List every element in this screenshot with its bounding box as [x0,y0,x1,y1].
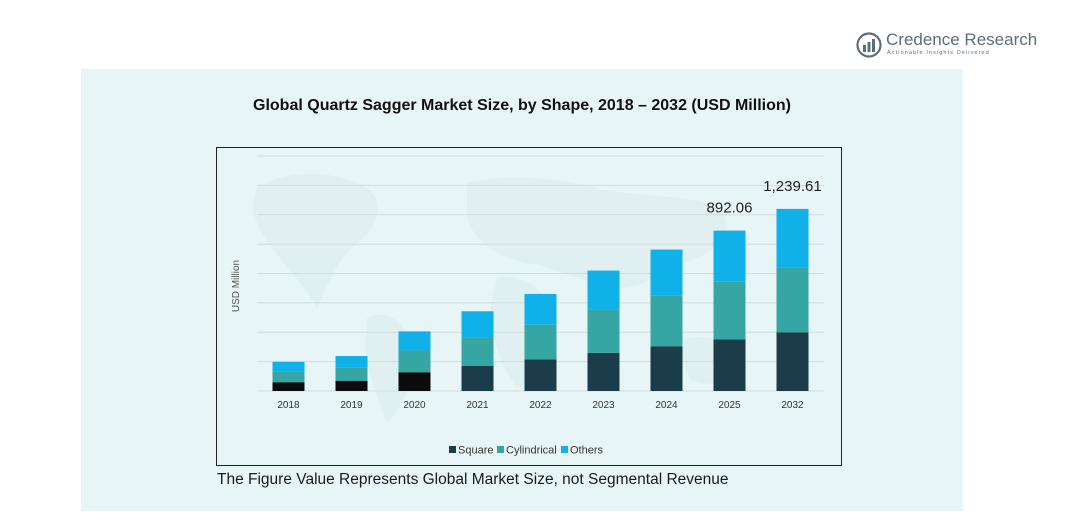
bar-cylindrical-2023 [587,309,620,353]
chart-canvas: 892.061,239.61 2018 2019 2020 2021 2022 2023 2… [231,155,824,457]
footnote: The Figure Value Represents Global Marke… [217,471,729,488]
bar-cylindrical-2019 [335,367,368,381]
bar-cylindrical-2018 [272,371,305,383]
data-label-2032: 1,239.61 [763,178,821,195]
x-tick-2024: 2024 [655,400,678,411]
bar-others-2020 [398,331,431,351]
bar-cylindrical-2020 [398,350,431,373]
x-tick-2019: 2019 [340,400,363,411]
data-labels: 892.06 1,239.61 [707,178,822,217]
x-tick-2025: 2025 [718,400,741,411]
data-label-2025: 892.06 [707,200,753,217]
legend-label-cylindrical: Cylindrical [506,445,557,457]
legend-swatch-cylindrical [497,446,504,453]
bar-square-2021 [461,365,494,391]
bar-others-2025 [713,230,746,282]
y-axis-label: USD Million [231,260,242,312]
bar-others-2024 [650,249,683,296]
bar-cylindrical-2024 [650,295,683,347]
bar-square-2032 [776,332,809,391]
legend-swatch-square [449,446,456,453]
bar-square-2022 [524,359,557,391]
bar-others-2019 [335,356,368,368]
x-tick-2023: 2023 [592,400,615,411]
bar-square-2019 [335,380,368,391]
legend-label-others: Others [570,445,604,457]
bar-cylindrical-2021 [461,337,494,366]
x-axis-ticks: 2018 2019 2020 2021 2022 2023 2024 2025 2032 [277,400,804,411]
bar-cylindrical-2032 [776,267,809,333]
bar-chart-logo-icon [856,32,882,58]
x-tick-2022: 2022 [529,400,552,411]
bar-cylindrical-2022 [524,324,557,360]
brand-tagline: Actionable Insights Delivered [887,50,990,56]
bar-square-2023 [587,352,620,391]
bar-square-2020 [398,372,431,391]
bar-others-2032 [776,208,809,268]
legend: Square Cylindrical Others [449,445,604,457]
x-tick-2020: 2020 [403,400,426,411]
legend-label-square: Square [458,445,493,457]
bar-cylindrical-2025 [713,281,746,340]
bar-square-2024 [650,346,683,391]
x-tick-2018: 2018 [277,400,300,411]
bar-others-2022 [524,293,557,325]
bar-others-2018 [272,361,305,372]
bars [272,208,809,391]
bar-others-2023 [587,270,620,310]
chart-frame: 892.06 1,239.61 2018 2019 2020 2021 2022 2023 2… [216,147,842,466]
brand-name: Credence Research [886,30,1038,49]
bar-square-2025 [713,339,746,391]
legend-swatch-others [561,446,568,453]
bar-square-2018 [272,382,305,391]
chart-panel: Global Quartz Sagger Market Size, by Sha… [81,69,963,511]
x-tick-2021: 2021 [466,400,489,411]
x-tick-2032: 2032 [781,400,804,411]
brand: Credence Research Actionable Insights De… [856,30,1056,60]
chart-title: Global Quartz Sagger Market Size, by Sha… [253,97,791,114]
bar-others-2021 [461,311,494,338]
